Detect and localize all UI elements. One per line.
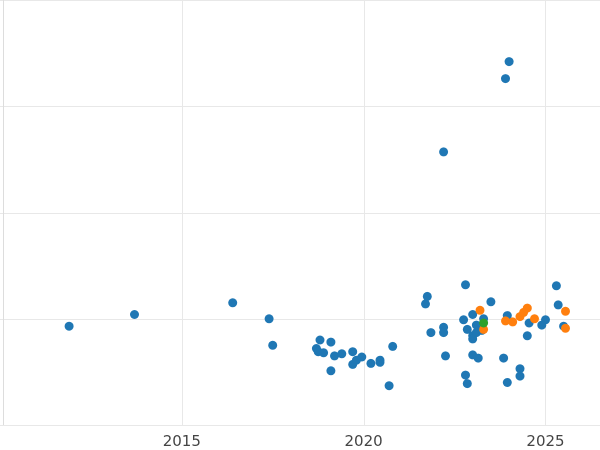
- data-point: [426, 328, 436, 338]
- data-point: [501, 316, 510, 326]
- data-point: [348, 347, 358, 357]
- data-point: [462, 379, 472, 389]
- x-tick-label: 2020: [345, 432, 383, 450]
- data-points: [64, 57, 570, 391]
- data-point: [522, 331, 532, 341]
- data-point: [326, 337, 336, 347]
- data-point: [384, 381, 394, 391]
- data-point: [501, 74, 510, 84]
- x-axis-ticks: 2015 2020 2025: [163, 432, 565, 450]
- data-point: [551, 281, 561, 291]
- data-point: [130, 310, 139, 319]
- data-point: [268, 340, 278, 350]
- data-point: [462, 324, 472, 334]
- data-point: [504, 57, 514, 67]
- data-point: [439, 328, 449, 338]
- grid: [0, 0, 600, 426]
- data-point: [375, 357, 385, 367]
- data-point: [473, 353, 483, 363]
- data-point: [459, 315, 469, 325]
- data-point: [561, 323, 570, 333]
- data-point: [337, 349, 347, 359]
- data-point: [357, 352, 367, 362]
- data-point: [515, 364, 525, 374]
- data-point: [330, 351, 339, 361]
- data-point: [64, 321, 74, 331]
- data-point: [366, 358, 376, 368]
- data-point: [461, 370, 470, 380]
- data-point: [553, 300, 563, 310]
- data-point: [475, 305, 485, 315]
- data-point: [439, 147, 449, 157]
- x-tick-label: 2015: [163, 432, 201, 450]
- data-point: [461, 280, 470, 290]
- data-point: [530, 314, 539, 324]
- data-point: [421, 299, 430, 309]
- data-point: [515, 371, 525, 381]
- data-point: [315, 335, 325, 345]
- data-point: [479, 318, 489, 328]
- data-point: [264, 314, 274, 324]
- data-point: [502, 378, 512, 387]
- data-point: [541, 315, 550, 325]
- data-point: [508, 317, 518, 327]
- data-point: [522, 303, 532, 313]
- data-point: [388, 341, 398, 351]
- data-point: [228, 298, 238, 308]
- data-point: [319, 348, 329, 358]
- data-point: [468, 310, 478, 319]
- data-point: [561, 306, 570, 316]
- data-point: [486, 297, 496, 307]
- data-point: [499, 353, 509, 363]
- x-tick-label: 2025: [526, 432, 564, 450]
- data-point: [422, 291, 432, 301]
- data-point: [326, 366, 336, 376]
- data-point: [479, 324, 489, 334]
- data-point: [441, 351, 450, 361]
